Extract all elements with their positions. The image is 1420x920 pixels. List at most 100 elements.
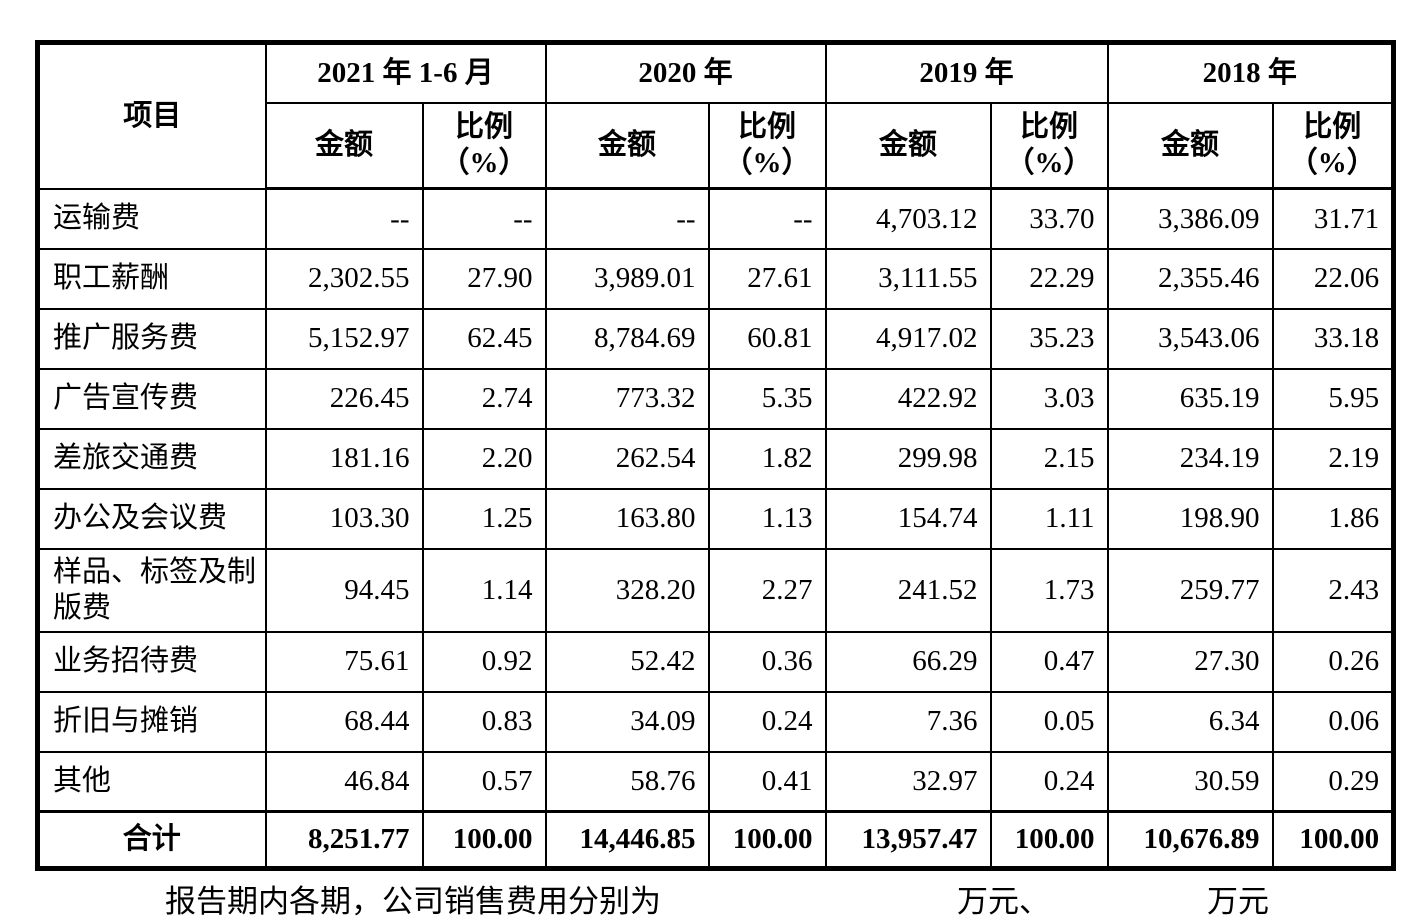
ratio-cell: 0.24	[707, 690, 827, 753]
total-ratio-cell: 100.00	[989, 810, 1109, 870]
row-label: 职工薪酬	[36, 247, 267, 310]
ratio-cell: 35.23	[989, 307, 1109, 370]
row-label: 其他	[36, 750, 267, 813]
amount-cell: 6.34	[1106, 690, 1274, 753]
ratio-cell: 33.70	[989, 187, 1109, 250]
ratio-cell: 0.26	[1271, 630, 1395, 693]
amount-cell: 3,989.01	[544, 247, 710, 310]
ratio-cell: 2.19	[1271, 427, 1395, 490]
row-label: 业务招待费	[36, 630, 267, 693]
amount-header: 金额	[824, 101, 992, 190]
ratio-cell: 2.27	[707, 547, 827, 633]
table-row: 其他 46.84 0.57 58.76 0.41 32.97 0.24 30.5…	[36, 750, 1395, 813]
amount-cell: 103.30	[264, 487, 424, 550]
amount-cell: --	[264, 187, 424, 250]
table-row: 折旧与摊销 68.44 0.83 34.09 0.24 7.36 0.05 6.…	[36, 690, 1395, 753]
ratio-cell: 1.73	[989, 547, 1109, 633]
amount-cell: 299.98	[824, 427, 992, 490]
table-header-year-row: 项目 2021 年 1-6 月 2020 年 2019 年 2018 年	[36, 41, 1395, 190]
amount-cell: 27.30	[1106, 630, 1274, 693]
amount-cell: 635.19	[1106, 367, 1274, 430]
amount-cell: 5,152.97	[264, 307, 424, 370]
ratio-header: 比例 （%）	[421, 101, 547, 190]
ratio-cell: 1.14	[421, 547, 547, 633]
amount-cell: 181.16	[264, 427, 424, 490]
table-header-sub-row: 金额 比例 （%） 金额 比例 （%） 金额 比例 （%） 金额 比例 （%）	[38, 101, 1395, 190]
ratio-cell: 0.29	[1271, 750, 1395, 813]
amount-cell: 262.54	[544, 427, 710, 490]
ratio-cell: 3.03	[989, 367, 1109, 430]
ratio-cell: 1.25	[421, 487, 547, 550]
amount-cell: 163.80	[544, 487, 710, 550]
ratio-cell: 33.18	[1271, 307, 1395, 370]
period-header-2019: 2019 年	[824, 41, 1109, 104]
amount-cell: 32.97	[824, 750, 992, 813]
table-row: 业务招待费 75.61 0.92 52.42 0.36 66.29 0.47 2…	[36, 630, 1395, 693]
amount-cell: 154.74	[824, 487, 992, 550]
ratio-cell: 31.71	[1271, 187, 1395, 250]
amount-cell: 4,703.12	[824, 187, 992, 250]
amount-cell: 234.19	[1106, 427, 1274, 490]
ratio-cell: 0.06	[1271, 690, 1395, 753]
amount-cell: 226.45	[264, 367, 424, 430]
ratio-cell: --	[421, 187, 547, 250]
ratio-cell: 1.82	[707, 427, 827, 490]
table-row: 职工薪酬 2,302.55 27.90 3,989.01 27.61 3,111…	[36, 247, 1395, 310]
ratio-cell: 0.47	[989, 630, 1109, 693]
selling-expense-table: 项目 2021 年 1-6 月 2020 年 2019 年 2018 年 金额 …	[35, 40, 1397, 871]
amount-cell: 68.44	[264, 690, 424, 753]
row-label: 样品、标签及制版费	[36, 547, 267, 633]
row-label: 运输费	[36, 187, 267, 250]
table-row: 推广服务费 5,152.97 62.45 8,784.69 60.81 4,91…	[36, 307, 1395, 370]
row-label: 办公及会议费	[36, 487, 267, 550]
ratio-cell: --	[707, 187, 827, 250]
table-row: 样品、标签及制版费 94.45 1.14 328.20 2.27 241.52 …	[36, 547, 1395, 633]
row-label: 差旅交通费	[36, 427, 267, 490]
amount-cell: 8,784.69	[544, 307, 710, 370]
total-amount-cell: 10,676.89	[1106, 810, 1274, 870]
footnote-text-clipped: 报告期内各期，公司销售费用分别为 万元、 万元	[0, 884, 1420, 919]
ratio-cell: 1.13	[707, 487, 827, 550]
ratio-header: 比例 （%）	[1271, 101, 1395, 190]
amount-cell: 94.45	[264, 547, 424, 633]
ratio-cell: 0.24	[989, 750, 1109, 813]
ratio-cell: 1.86	[1271, 487, 1395, 550]
ratio-cell: 22.29	[989, 247, 1109, 310]
table-row: 运输费 -- -- -- -- 4,703.12 33.70 3,386.09 …	[36, 187, 1395, 250]
amount-cell: 259.77	[1106, 547, 1274, 633]
amount-cell: 7.36	[824, 690, 992, 753]
row-label: 折旧与摊销	[36, 690, 267, 753]
amount-cell: --	[544, 187, 710, 250]
amount-cell: 30.59	[1106, 750, 1274, 813]
amount-header: 金额	[1106, 101, 1274, 190]
corner-header-item: 项目	[36, 41, 267, 190]
period-header-2018: 2018 年	[1106, 41, 1395, 104]
amount-cell: 34.09	[544, 690, 710, 753]
amount-cell: 422.92	[824, 367, 992, 430]
ratio-cell: 2.15	[989, 427, 1109, 490]
amount-header: 金额	[544, 101, 710, 190]
ratio-cell: 5.35	[707, 367, 827, 430]
ratio-cell: 0.92	[421, 630, 547, 693]
ratio-cell: 0.41	[707, 750, 827, 813]
ratio-cell: 2.43	[1271, 547, 1395, 633]
amount-cell: 241.52	[824, 547, 992, 633]
ratio-cell: 0.05	[989, 690, 1109, 753]
ratio-cell: 27.61	[707, 247, 827, 310]
ratio-cell: 62.45	[421, 307, 547, 370]
total-amount-cell: 8,251.77	[264, 810, 424, 870]
total-ratio-cell: 100.00	[707, 810, 827, 870]
row-label: 广告宣传费	[36, 367, 267, 430]
ratio-cell: 5.95	[1271, 367, 1395, 430]
total-amount-cell: 13,957.47	[824, 810, 992, 870]
amount-cell: 773.32	[544, 367, 710, 430]
ratio-cell: 0.57	[421, 750, 547, 813]
amount-cell: 66.29	[824, 630, 992, 693]
ratio-cell: 0.36	[707, 630, 827, 693]
ratio-header: 比例 （%）	[707, 101, 827, 190]
ratio-cell: 0.83	[421, 690, 547, 753]
total-amount-cell: 14,446.85	[544, 810, 710, 870]
table-total-row: 合计 8,251.77 100.00 14,446.85 100.00 13,9…	[36, 810, 1395, 870]
footnote-segment: 报告期内各期，公司销售费用分别为	[165, 884, 661, 919]
table-row: 差旅交通费 181.16 2.20 262.54 1.82 299.98 2.1…	[36, 427, 1395, 490]
